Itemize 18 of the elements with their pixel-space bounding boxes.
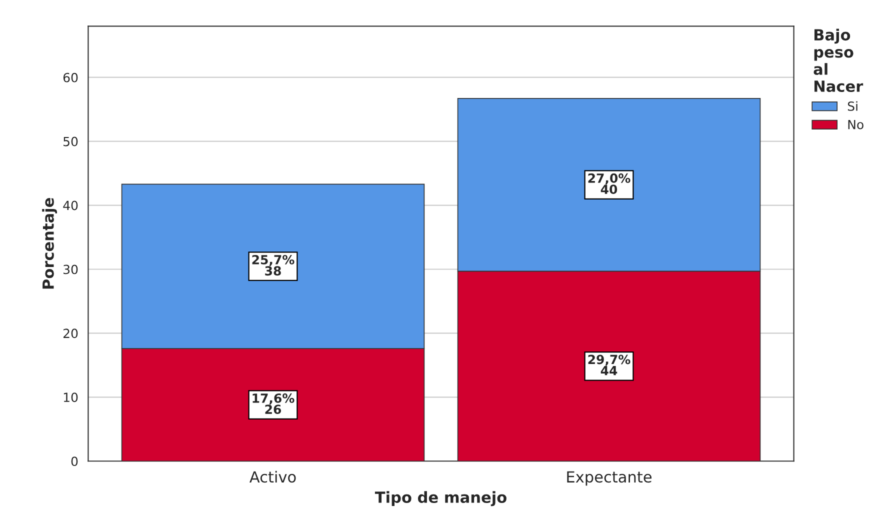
y-tick-label: 20 (63, 328, 78, 338)
legend-label: Si (848, 101, 858, 111)
y-tick-label: 40 (63, 200, 78, 210)
y-tick-label: 60 (63, 72, 78, 82)
data-label: 27,0% 40 (588, 173, 630, 194)
data-label: 29,7% 44 (588, 354, 630, 376)
data-label: 17,6% 26 (252, 393, 294, 414)
x-axis-title: Tipo de manejo (374, 491, 506, 506)
x-tick-label: Activo (250, 470, 296, 483)
y-tick-label: 10 (64, 392, 78, 402)
legend-label: No (848, 120, 864, 130)
data-label: 25,7% 38 (252, 254, 294, 276)
x-tick-label: Expectante (567, 471, 652, 486)
y-axis-title: Porcentaje (42, 198, 58, 289)
y-tick-label: 0 (71, 456, 78, 466)
y-tick-label: 30 (64, 264, 78, 274)
y-tick-label: 50 (64, 136, 78, 146)
legend-title: Bajo peso al Nacer (814, 28, 864, 92)
